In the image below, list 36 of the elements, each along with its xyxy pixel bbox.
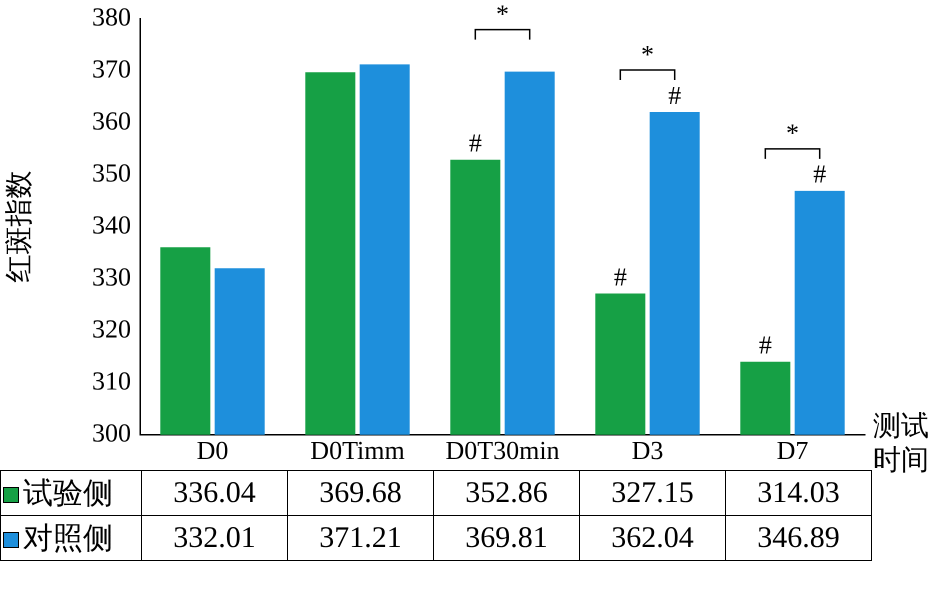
- y-tick-label: 360: [92, 106, 131, 136]
- x-tick-label: D0Timm: [310, 436, 405, 466]
- data-label: 332.01: [142, 516, 288, 560]
- data-label: 352.86: [434, 470, 580, 516]
- y-tick-label: 340: [92, 210, 131, 240]
- x-tick-label: D3: [632, 436, 664, 466]
- y-tick-label: 310: [92, 366, 131, 396]
- y-axis-title: 红斑指数: [4, 170, 36, 283]
- data-label: 327.15: [580, 470, 726, 516]
- y-tick-label: 370: [92, 54, 131, 84]
- y-tick-label: 350: [92, 158, 131, 188]
- x-tick-label: D0: [196, 436, 228, 466]
- annotation: #: [468, 128, 482, 158]
- annotation: #: [813, 160, 826, 189]
- data-label: 346.89: [726, 516, 872, 560]
- y-tick-label: 330: [92, 262, 131, 292]
- x-tick-label: D0T30min: [445, 436, 560, 466]
- data-label: 314.03: [726, 470, 872, 516]
- data-label: 362.04: [580, 516, 726, 560]
- x-tick-label: D7: [776, 436, 808, 466]
- annotation: *: [641, 40, 654, 69]
- data-label: 371.21: [288, 516, 434, 560]
- annotation: #: [758, 330, 772, 360]
- annotation: #: [668, 80, 682, 110]
- x-axis-title: 测试时间: [873, 410, 930, 478]
- y-tick-label: 320: [92, 314, 131, 344]
- data-label: 336.04: [142, 470, 288, 516]
- y-tick-label: 380: [92, 2, 131, 32]
- y-tick-label: 300: [92, 418, 131, 448]
- data-label: 369.81: [434, 516, 580, 560]
- annotation: *: [786, 118, 799, 148]
- annotation: #: [614, 262, 627, 292]
- legend-label: 试验侧: [0, 470, 142, 516]
- legend-label: 对照侧: [0, 516, 142, 560]
- data-label: 369.68: [288, 470, 434, 516]
- annotation: *: [496, 0, 509, 28]
